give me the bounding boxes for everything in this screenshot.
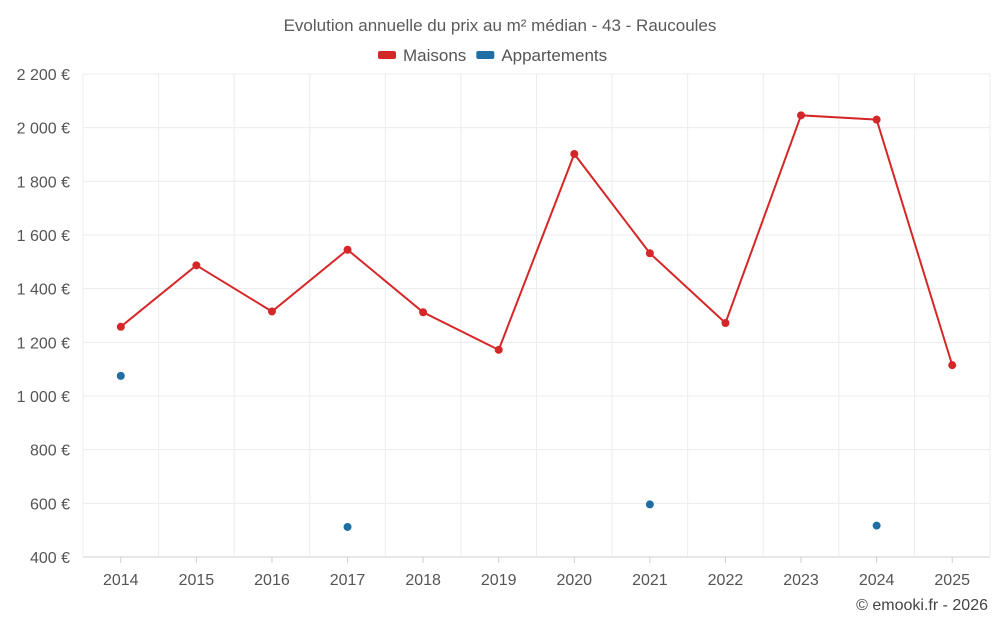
y-tick-label: 400 €: [30, 550, 70, 567]
data-point-maisons[interactable]: [645, 249, 654, 258]
data-point-maisons[interactable]: [721, 319, 730, 328]
y-tick-label: 1 000 €: [17, 389, 70, 406]
data-point-maisons[interactable]: [570, 149, 579, 158]
y-tick-label: 800 €: [30, 443, 70, 460]
data-point-maisons[interactable]: [343, 245, 352, 254]
data-point-appartements[interactable]: [116, 371, 125, 380]
y-tick-label: 600 €: [30, 496, 70, 513]
x-tick-label: 2022: [708, 572, 744, 589]
x-tick-label: 2017: [330, 572, 366, 589]
y-tick-label: 2 200 €: [17, 67, 70, 84]
x-tick-label: 2024: [859, 572, 895, 589]
data-point-appartements[interactable]: [872, 521, 881, 530]
x-tick-label: 2016: [254, 572, 290, 589]
y-tick-label: 1 800 €: [17, 174, 70, 191]
x-tick-label: 2021: [632, 572, 668, 589]
credit-text: © emooki.fr - 2026: [856, 597, 988, 614]
legend-label-appartements[interactable]: Appartements: [501, 46, 607, 65]
y-tick-label: 1 200 €: [17, 335, 70, 352]
x-tick-label: 2015: [179, 572, 215, 589]
x-axis: 2014 2015 2016 2017 2018 2019 2020 2021 2022 2023…: [103, 557, 970, 589]
series-line-maisons: [120, 114, 954, 366]
grid: [82, 73, 991, 558]
data-point-appartements[interactable]: [343, 522, 352, 531]
data-point-maisons[interactable]: [872, 115, 881, 124]
data-point-maisons[interactable]: [116, 322, 125, 331]
x-tick-label: 2020: [556, 572, 592, 589]
x-tick-label: 2014: [103, 572, 139, 589]
data-point-maisons[interactable]: [267, 307, 276, 316]
y-tick-label: 1 600 €: [17, 228, 70, 245]
legend-swatch-maisons: [378, 51, 396, 59]
y-axis: 400 € 600 € 800 € 1 000 € 1 200 € 1 400 € 1 60…: [17, 67, 70, 567]
legend-swatch-appartements: [476, 51, 495, 59]
legend: Maisons Appartements: [378, 46, 607, 65]
series-layer: [116, 111, 957, 531]
legend-label-maisons[interactable]: Maisons: [403, 46, 466, 65]
data-point-maisons[interactable]: [494, 345, 503, 354]
x-tick-label: 2025: [934, 572, 970, 589]
y-tick-label: 2 000 €: [17, 121, 70, 138]
data-point-maisons[interactable]: [419, 308, 428, 317]
data-point-maisons[interactable]: [797, 111, 806, 120]
x-tick-label: 2019: [481, 572, 517, 589]
data-point-appartements[interactable]: [645, 500, 654, 509]
chart-title: Evolution annuelle du prix au m² médian …: [284, 16, 717, 35]
x-tick-label: 2018: [405, 572, 441, 589]
x-tick-label: 2023: [783, 572, 819, 589]
data-point-maisons[interactable]: [192, 261, 201, 270]
y-tick-label: 1 400 €: [17, 282, 70, 299]
data-point-maisons[interactable]: [948, 361, 957, 370]
